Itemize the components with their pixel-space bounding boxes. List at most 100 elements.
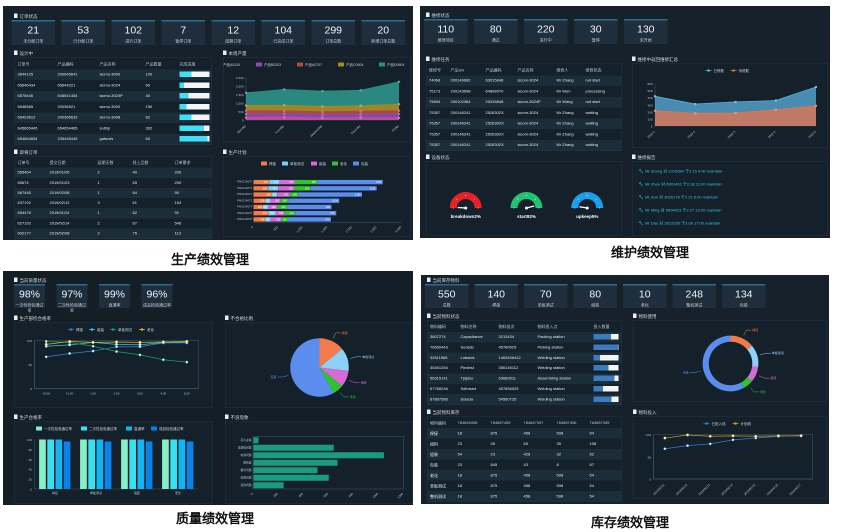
table-row[interactable]: 565464 2019/01/05 2 40 200 (14, 167, 212, 178)
report-item[interactable]: 🔧︎ Mr Sun 对 3026178 于2.21 8:00 maintain (639, 195, 718, 201)
data-point (244, 112, 248, 116)
data-label: 200 (258, 206, 263, 209)
y-tick-label: 0 (649, 478, 651, 482)
table-row[interactable]: 65674 2019/01/23 1 65 200 (15, 178, 212, 188)
section-title-repair-status: 维修状态 (426, 12, 450, 19)
table-row[interactable]: 692177 2019/02/08 2 75 113 (14, 228, 212, 239)
y-tick-label: 100 (646, 433, 651, 437)
table-row[interactable]: 75173 200143698 64898970 sicom-3024 Mr Wen pr… (427, 86, 622, 97)
table-row[interactable]: 75694 200102364 20315848 sicom-3024P Mr Wang… (426, 96, 622, 108)
data-label: 1326 (376, 181, 382, 184)
data-label: 210 (274, 181, 279, 184)
repair-report-list: 🔧︎ Mr Zhang 对 2315684 于2.15 9:00 maintain… (632, 161, 828, 236)
slice-label: 焊接 (752, 327, 758, 332)
table-cell: 65674 (17, 180, 29, 185)
column-header: 产品数量 (145, 61, 162, 67)
table-cell: not start (585, 99, 600, 105)
report-item[interactable]: 🔧︎ Mr Zhang 对 2315684 于2.15 9:00 maintain (639, 169, 723, 175)
table-row[interactable]: 组装 54 23 428 32 52 (427, 449, 622, 460)
table-cell: 54560725 (498, 396, 517, 402)
table-row[interactable]: 75357 200146241 2526302X sicom-3024 Mr Zhang… (426, 139, 622, 151)
table-row[interactable]: 6575446 546541454 sicmo-3024P 40 (14, 90, 212, 102)
table-row[interactable]: 74068 200149682 63015848 sicom-3024 Mr Zhang… (426, 75, 622, 86)
table-row[interactable]: 包装 23 845 43 8 87 (428, 460, 622, 471)
weekly-output-chart: 产品A0120 产品B0203 产品A0707 产品C0604 产品D0604 0 500 1… (215, 57, 411, 142)
progress-fill (593, 396, 612, 402)
table-cell: 40 (132, 170, 137, 175)
gauge-tick (534, 198, 536, 200)
table-row[interactable]: 单板测试 18 875 458 598 54 (428, 481, 622, 492)
production-dashboard: 订单状态 21 未分配订单 53 已分配订单 102 进行订单 7 暂停订单 12 延期订单 104 已… (3, 6, 413, 240)
section-title-pass-rate: 生产合格率 (14, 414, 42, 421)
legend-marker (732, 69, 735, 72)
table-row[interactable]: 66423612 200365632 sicmo-3008 82 (14, 112, 212, 123)
gauge-tick (599, 207, 601, 209)
table-cell: 35 (556, 441, 561, 446)
table-cell: 654478 (17, 210, 31, 216)
table-row[interactable]: 56315141 Tjdjdso 63689511 Assembling statio… (427, 373, 622, 384)
table-row[interactable]: 76650443 Sodadc 45789525 Picking station (428, 342, 622, 352)
bar-segment (275, 211, 285, 216)
legend-label: 产品A0120 (224, 62, 241, 67)
table-row[interactable]: 32611566 Lotsdds 1463406412 Welding station (427, 352, 622, 363)
table-row[interactable]: 6646565 20036521 sicmo-3000 150 (15, 102, 212, 113)
table-cell: 692177 (17, 230, 31, 236)
table-cell: 1 (97, 210, 100, 216)
table-row[interactable]: 75357 200146241 2526302X sicom-3024 Mr Zhang… (426, 118, 622, 129)
bar-segment (284, 211, 296, 216)
kpi-value: 53 (77, 24, 90, 37)
table-cell: 40 (145, 93, 150, 99)
data-point (653, 109, 657, 112)
gauge-tick (513, 207, 515, 209)
defects-chart: 芯片虚焊 电源板问题 电容问题 散热器 螺丝问题 电阻问题 其他问题 0 200 400 600 80… (225, 421, 413, 504)
table-row[interactable]: 65646434 65644221 sicmo-3024 60 (15, 80, 212, 91)
section-title-defects: 不良现象 (225, 414, 249, 421)
report-item[interactable]: 🔧︎ Mr Ming 对 5604623 于2.27 13:00 maintain (639, 208, 722, 214)
data-label: 212 (290, 212, 295, 215)
kpi-value: 140 (487, 288, 506, 301)
progress-bar (179, 136, 210, 142)
bar (80, 439, 87, 489)
table-row[interactable]: 3607274 Capacitance 3213434 Packing station (427, 331, 622, 343)
bar-segment (265, 217, 271, 222)
column-header: 784887456 (556, 420, 577, 425)
table-row[interactable]: 老化 18 875 458 598 54 (427, 470, 622, 481)
table-row[interactable]: 3644125 200045641 sicmo-3000 100 (14, 69, 212, 80)
slice-老化 (740, 377, 752, 388)
legend-label: 产品D0604 (387, 62, 404, 67)
y-tick-label: 300 (647, 103, 652, 107)
table-row[interactable]: 75357 200146241 2526302X sicom-3024 Mr Zhang… (427, 108, 622, 119)
table-row[interactable]: 627192 2019/02/14 2 67 546 (15, 218, 212, 228)
table-row[interactable]: 654664654 235445445 gatsvds 65 (14, 133, 212, 145)
table-row[interactable]: 567445 2019/02/08 1 64 90 (14, 187, 212, 198)
x-tick-label: 1200 (397, 492, 405, 500)
table-row[interactable]: 35451254 Pindest 356145112 Welding station (428, 363, 622, 373)
table-cell: sicom-3024 (517, 88, 539, 94)
section-title-pending: 即将订单 (14, 149, 38, 156)
table-row[interactable]: 67768246 Sdfmsed 457856525 Welding station (428, 384, 622, 394)
table-cell: 200146241 (450, 142, 471, 148)
bar-segment (280, 198, 289, 203)
table-row[interactable]: 组料 23 45 65 35 108 (428, 439, 622, 450)
table-cell: 焊接 (430, 431, 438, 436)
table-cell: 3213434 (498, 334, 515, 340)
table-row[interactable]: 整机测试 18 875 458 598 54 (427, 491, 622, 502)
table-row[interactable]: 637192 2019/02/12 3 61 154 (15, 198, 212, 208)
table-row[interactable]: 654478 2019/01/24 1 62 91 (14, 208, 212, 219)
kpi-label: 组装 (591, 303, 600, 308)
table-row[interactable]: 87867586 Solada 54560725 Welding station (427, 394, 622, 405)
column-header: 物料批次 (498, 324, 515, 330)
progress-bar (593, 375, 619, 382)
table-header: 维修号 产品SN 产品编码 产品名称 维修人 维修状态 (427, 65, 622, 76)
table-row[interactable]: 75357 200146241 2526302X sicom-3024 Mr Zhang… (427, 129, 622, 140)
x-tick-label: 11:00 (66, 392, 74, 396)
table-row[interactable]: 焊接 18 875 458 598 54 (427, 428, 622, 439)
data-point (397, 103, 401, 106)
slice-焊接 (730, 335, 752, 350)
data-label: 250 (260, 200, 265, 203)
bar-segment (268, 186, 279, 191)
y-tick-label: 芯片虚焊 (241, 438, 252, 442)
report-item[interactable]: 🔧︎ Mr Dao 对 3612036 于3.09 17:00 maintain (639, 221, 721, 227)
report-item[interactable]: 🔧︎ Mr Zhao 对 6901462 于2.18 11:00 maintain (639, 182, 722, 188)
table-row[interactable]: 645665445 654654465 sulthji 362 (15, 123, 212, 134)
